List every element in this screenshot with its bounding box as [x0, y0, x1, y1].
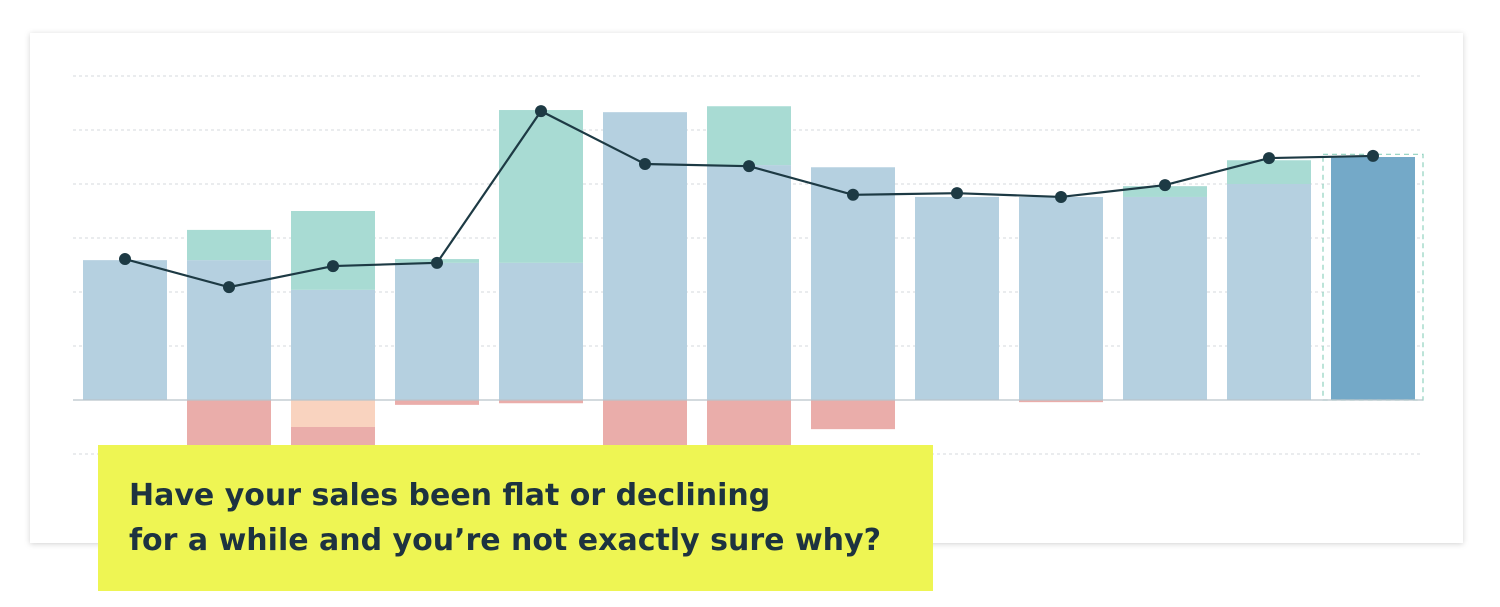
callout-line: for a while and you’re not exactly sure … [129, 523, 881, 558]
bar [499, 400, 583, 404]
bar [811, 167, 895, 400]
line-point [951, 187, 963, 200]
line-point [743, 160, 755, 173]
bar [1123, 196, 1207, 400]
bar [707, 106, 791, 166]
bar [291, 400, 375, 427]
bar [83, 260, 167, 400]
line-point [327, 260, 339, 273]
bar [1019, 400, 1103, 403]
bar [1227, 160, 1311, 184]
line-point [1367, 149, 1379, 162]
callout-line: Have your sales been flat or declining [129, 478, 770, 513]
bar [915, 196, 999, 400]
line-point [119, 253, 131, 266]
bar [1227, 184, 1311, 400]
bar [603, 400, 687, 449]
line-point [847, 188, 859, 201]
bar [187, 229, 271, 261]
plot [73, 75, 1424, 455]
bar [291, 211, 375, 290]
bar [499, 262, 583, 400]
bar [291, 289, 375, 400]
line-point [639, 158, 651, 171]
bar [1331, 157, 1415, 400]
bar [811, 400, 895, 430]
line-point [535, 105, 547, 118]
callout-box [98, 445, 933, 591]
bar [1123, 186, 1207, 197]
bar [395, 262, 479, 400]
line-point [1263, 152, 1275, 165]
bar [395, 400, 479, 405]
line-point [1055, 190, 1067, 203]
bar [187, 400, 271, 449]
bar [499, 110, 583, 263]
bar [1019, 196, 1103, 400]
line-point [431, 256, 443, 269]
bar [707, 400, 791, 449]
bar [603, 112, 687, 401]
callout: Have your sales been flat or declining f… [98, 445, 933, 591]
line-point [223, 281, 235, 294]
line-point [1159, 179, 1171, 192]
bar [707, 165, 791, 400]
